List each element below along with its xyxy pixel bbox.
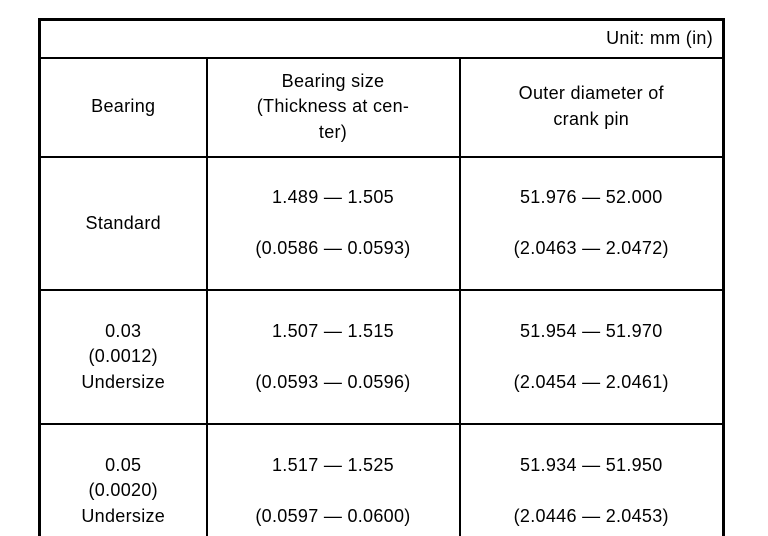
unit-label: Unit: mm (in) [38,18,725,59]
table-row-undersize-003: 0.03 (0.0012) Undersize 1.507 — 1.515 (0… [38,289,725,425]
od-in-range: (2.0446 — 2.0453) [513,505,669,526]
header-row: Bearing Bearing size (Thickness at cen- … [38,56,725,158]
bearing-cell: 0.03 (0.0012) Undersize [38,289,208,425]
od-mm-range: 51.976 — 52.000 [519,187,663,208]
outer-diameter-cell: 51.976 — 52.000 (2.0463 — 2.0472) [458,155,725,292]
col-header-outer-diameter: Outer diameter of crank pin [458,56,725,158]
od-in-range: (2.0463 — 2.0472) [513,238,669,259]
bearing-size-cell: 1.489 — 1.505 (0.0586 — 0.0593) [205,155,461,292]
size-mm-range: 1.489 — 1.505 [272,187,394,208]
col-header-bearing-size: Bearing size (Thickness at cen- ter) [205,56,461,158]
bearing-size-cell: 1.507 — 1.515 (0.0593 — 0.0596) [205,289,461,425]
size-mm-range: 1.517 — 1.525 [272,454,394,475]
size-in-range: (0.0593 — 0.0596) [255,371,411,392]
bearing-spec-table: Unit: mm (in) Bearing Bearing size (Thic… [38,18,725,536]
size-mm-range: 1.507 — 1.515 [272,320,394,341]
col-header-bearing: Bearing [38,56,208,158]
outer-diameter-cell: 51.934 — 51.950 (2.0446 — 2.0453) [458,422,725,536]
od-mm-range: 51.954 — 51.970 [519,320,663,341]
od-mm-range: 51.934 — 51.950 [519,454,663,475]
bearing-cell: Standard [38,155,208,292]
table-row-standard: Standard 1.489 — 1.505 (0.0586 — 0.0593)… [38,155,725,292]
size-in-range: (0.0597 — 0.0600) [255,505,411,526]
unit-row: Unit: mm (in) [38,18,725,59]
table-row-undersize-005: 0.05 (0.0020) Undersize 1.517 — 1.525 (0… [38,422,725,536]
od-in-range: (2.0454 — 2.0461) [513,371,669,392]
size-in-range: (0.0586 — 0.0593) [255,238,411,259]
bearing-cell: 0.05 (0.0020) Undersize [38,422,208,536]
bearing-size-cell: 1.517 — 1.525 (0.0597 — 0.0600) [205,422,461,536]
outer-diameter-cell: 51.954 — 51.970 (2.0454 — 2.0461) [458,289,725,425]
